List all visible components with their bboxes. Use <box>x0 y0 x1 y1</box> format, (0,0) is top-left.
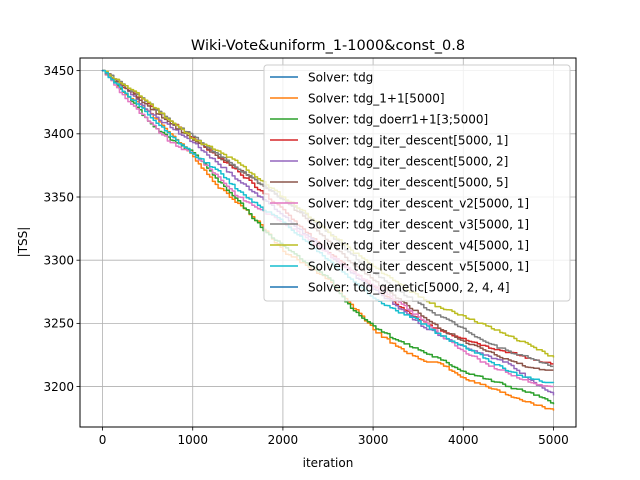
legend-label: Solver: tdg_doerr1+1[3;5000] <box>308 112 488 126</box>
x-tick-label: 5000 <box>538 433 569 447</box>
y-tick-label: 3400 <box>43 127 74 141</box>
y-axis-title: |TSS| <box>16 227 30 258</box>
legend: Solver: tdg Solver: tdg_1+1[5000] Solver: … <box>263 64 571 302</box>
x-tick-label: 4000 <box>448 433 479 447</box>
legend-label: Solver: tdg <box>308 70 373 84</box>
legend-box <box>263 64 571 302</box>
y-tick-label: 3250 <box>43 317 74 331</box>
axis-ticks: 0 1000 2000 3000 4000 5000 3200 3250 3300 3350 340… <box>43 64 568 447</box>
legend-label: Solver: tdg_iter_descent_v4[5000, 1] <box>308 238 529 252</box>
x-tick-label: 1000 <box>177 433 208 447</box>
x-axis-title: iteration <box>303 456 354 470</box>
y-tick-label: 3450 <box>43 64 74 78</box>
x-tick-label: 2000 <box>268 433 299 447</box>
x-tick-label: 0 <box>99 433 107 447</box>
plot-frame <box>79 57 577 428</box>
legend-label: Solver: tdg_iter_descent_v5[5000, 1] <box>308 259 529 273</box>
y-tick-label: 3350 <box>43 190 74 204</box>
legend-label: Solver: tdg_1+1[5000] <box>308 91 445 105</box>
legend-label: Solver: tdg_iter_descent_v2[5000, 1] <box>308 196 529 210</box>
y-tick-label: 3200 <box>43 380 74 394</box>
legend-label: Solver: tdg_genetic[5000, 2, 4, 4] <box>308 280 510 294</box>
y-tick-label: 3300 <box>43 253 74 267</box>
x-tick-label: 3000 <box>358 433 389 447</box>
legend-label: Solver: tdg_iter_descent[5000, 1] <box>308 133 508 147</box>
legend-label: Solver: tdg_iter_descent[5000, 2] <box>308 154 508 168</box>
series-point <box>101 69 104 72</box>
legend-label: Solver: tdg_iter_descent[5000, 5] <box>308 175 508 189</box>
legend-label: Solver: tdg_iter_descent_v3[5000, 1] <box>308 217 529 231</box>
chart-title: Wiki-Vote&uniform_1-1000&const_0.8 <box>191 38 465 54</box>
